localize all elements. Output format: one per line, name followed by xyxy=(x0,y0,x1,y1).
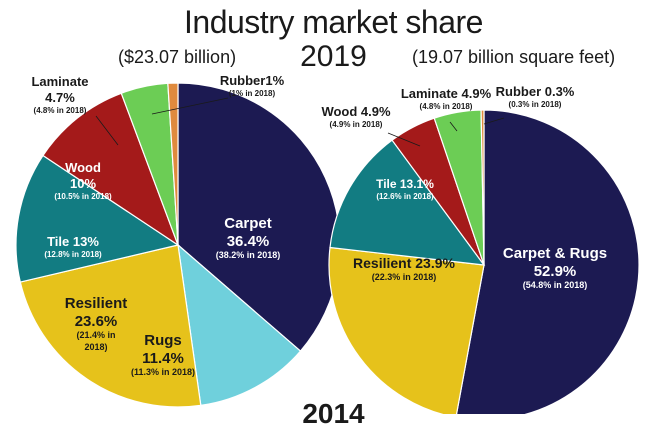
leader-line-laminate xyxy=(449,121,458,132)
slice-resilient xyxy=(328,246,485,414)
slice-resilient xyxy=(19,244,202,408)
leader-line-laminate xyxy=(95,115,119,146)
slice-tile xyxy=(15,154,180,283)
leader-line-rubber xyxy=(151,97,229,115)
label-tile: Tile 13.1% (12.6% in 2018) xyxy=(376,177,434,201)
pie-volume-share: Carpet & Rugs 52.9% (54.8% in 2018) Resilie… xyxy=(321,84,640,414)
leader-line-wood xyxy=(387,132,421,147)
left-pie-total: ($23.07 billion) xyxy=(118,47,237,67)
chart-title: Industry market share xyxy=(184,4,483,40)
slice-rubber xyxy=(167,82,179,246)
right-pie-total: (19.07 billion square feet) xyxy=(412,47,616,67)
chart-year: 2019 xyxy=(300,40,367,73)
label-rubber: Rubber 0.3% (0.3% in 2018) xyxy=(496,84,575,109)
slice-rugs xyxy=(177,243,302,407)
slice-wood xyxy=(42,92,180,247)
leader-line-rubber xyxy=(483,117,505,125)
label-tile: Tile 13% (12.8% in 2018) xyxy=(44,234,102,259)
label-carpet: Carpet 36.4% (38.2% in 2018) xyxy=(216,215,281,260)
label-rubber: Rubber1% (1% in 2018) xyxy=(220,73,285,98)
label-wood: Wood 10% (10.5% in 2018) xyxy=(54,160,112,201)
label-resilient: Resilient 23.6% (21.4% in 2018) xyxy=(65,295,128,352)
slice-tile xyxy=(329,139,486,266)
label-laminate: Laminate 4.7% (4.8% in 2018) xyxy=(31,74,88,115)
slice-rubber xyxy=(480,109,485,266)
label-resilient: Resilient 23.9% (22.3% in 2018) xyxy=(353,255,455,282)
label-wood: Wood 4.9% (4.9% in 2018) xyxy=(321,104,391,129)
slice-carpet xyxy=(177,82,341,352)
label-rugs: Rugs 11.4% (11.3% in 2018) xyxy=(131,332,195,377)
label-carpet-and-rugs: Carpet & Rugs 52.9% (54.8% in 2018) xyxy=(503,245,607,290)
label-laminate: Laminate 4.9% (4.8% in 2018) xyxy=(401,86,492,111)
pie-value-share: Carpet 36.4% (38.2% in 2018) Rugs 11.4% (11.3… xyxy=(15,73,341,408)
pie-charts: Carpet 36.4% (38.2% in 2018) Rugs 11.4% (11.3… xyxy=(15,73,640,414)
